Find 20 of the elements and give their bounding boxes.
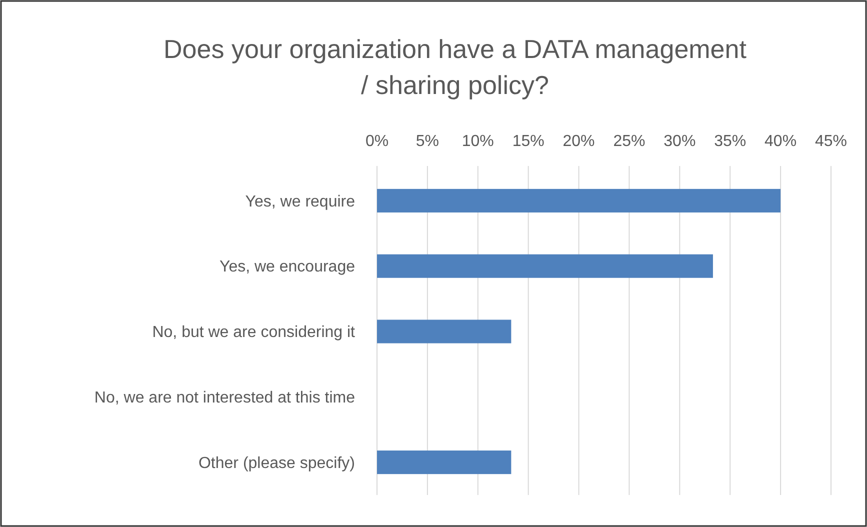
- x-tick-label: 35%: [714, 133, 746, 150]
- bar: [377, 320, 512, 344]
- x-tick-label: 25%: [613, 133, 646, 150]
- x-tick-label: 15%: [512, 133, 544, 150]
- x-tick-label: 30%: [664, 133, 696, 150]
- x-tick-label: 45%: [814, 133, 848, 150]
- y-tick-label: Other (please specify): [198, 454, 355, 472]
- x-tick-label: 0%: [365, 133, 389, 150]
- x-tick-label: 20%: [562, 133, 595, 150]
- x-tick-label: 40%: [764, 133, 797, 150]
- bar: [377, 254, 713, 278]
- x-tick-label: 10%: [462, 133, 494, 150]
- bar: [377, 450, 512, 474]
- y-tick-label: Yes, we encourage: [219, 258, 356, 276]
- y-tick-label: Yes, we require: [245, 193, 356, 210]
- bar: [377, 188, 781, 212]
- x-tick-label: 5%: [416, 133, 440, 150]
- y-tick-label: No, we are not interested at this time: [94, 390, 356, 406]
- chart-title: Does your organization have a DATA management / sharing policy?: [164, 34, 748, 100]
- y-tick-label: No, but we are considering it: [152, 324, 356, 342]
